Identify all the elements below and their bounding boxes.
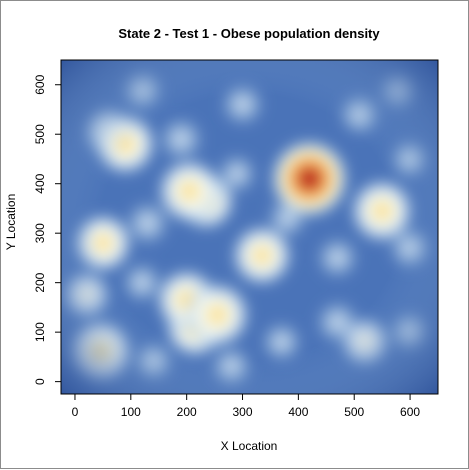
y-axis: 0 100 200 300 400 500 600: [33, 74, 62, 385]
plot-area: [61, 60, 438, 394]
density-edge-shading: [61, 60, 438, 394]
x-tick-label: 500: [344, 405, 364, 419]
x-tick-label: 0: [72, 405, 79, 419]
x-axis: 0 100 200 300 400 500 600: [72, 393, 420, 419]
y-tick-label: 500: [33, 124, 47, 144]
y-axis-label: Y Location: [4, 194, 18, 251]
chart-title: State 2 - Test 1 - Obese population dens…: [118, 26, 380, 41]
x-axis-label: X Location: [221, 439, 278, 453]
y-tick-label: 0: [33, 378, 47, 385]
x-tick-label: 300: [233, 405, 253, 419]
x-tick-label: 100: [121, 405, 141, 419]
x-tick-label: 600: [400, 405, 420, 419]
y-tick-label: 300: [33, 223, 47, 243]
y-tick-label: 600: [33, 74, 47, 94]
y-tick-label: 200: [33, 272, 47, 292]
x-tick-label: 200: [177, 405, 197, 419]
y-tick-label: 100: [33, 322, 47, 342]
x-tick-label: 400: [288, 405, 308, 419]
y-tick-label: 400: [33, 173, 47, 193]
